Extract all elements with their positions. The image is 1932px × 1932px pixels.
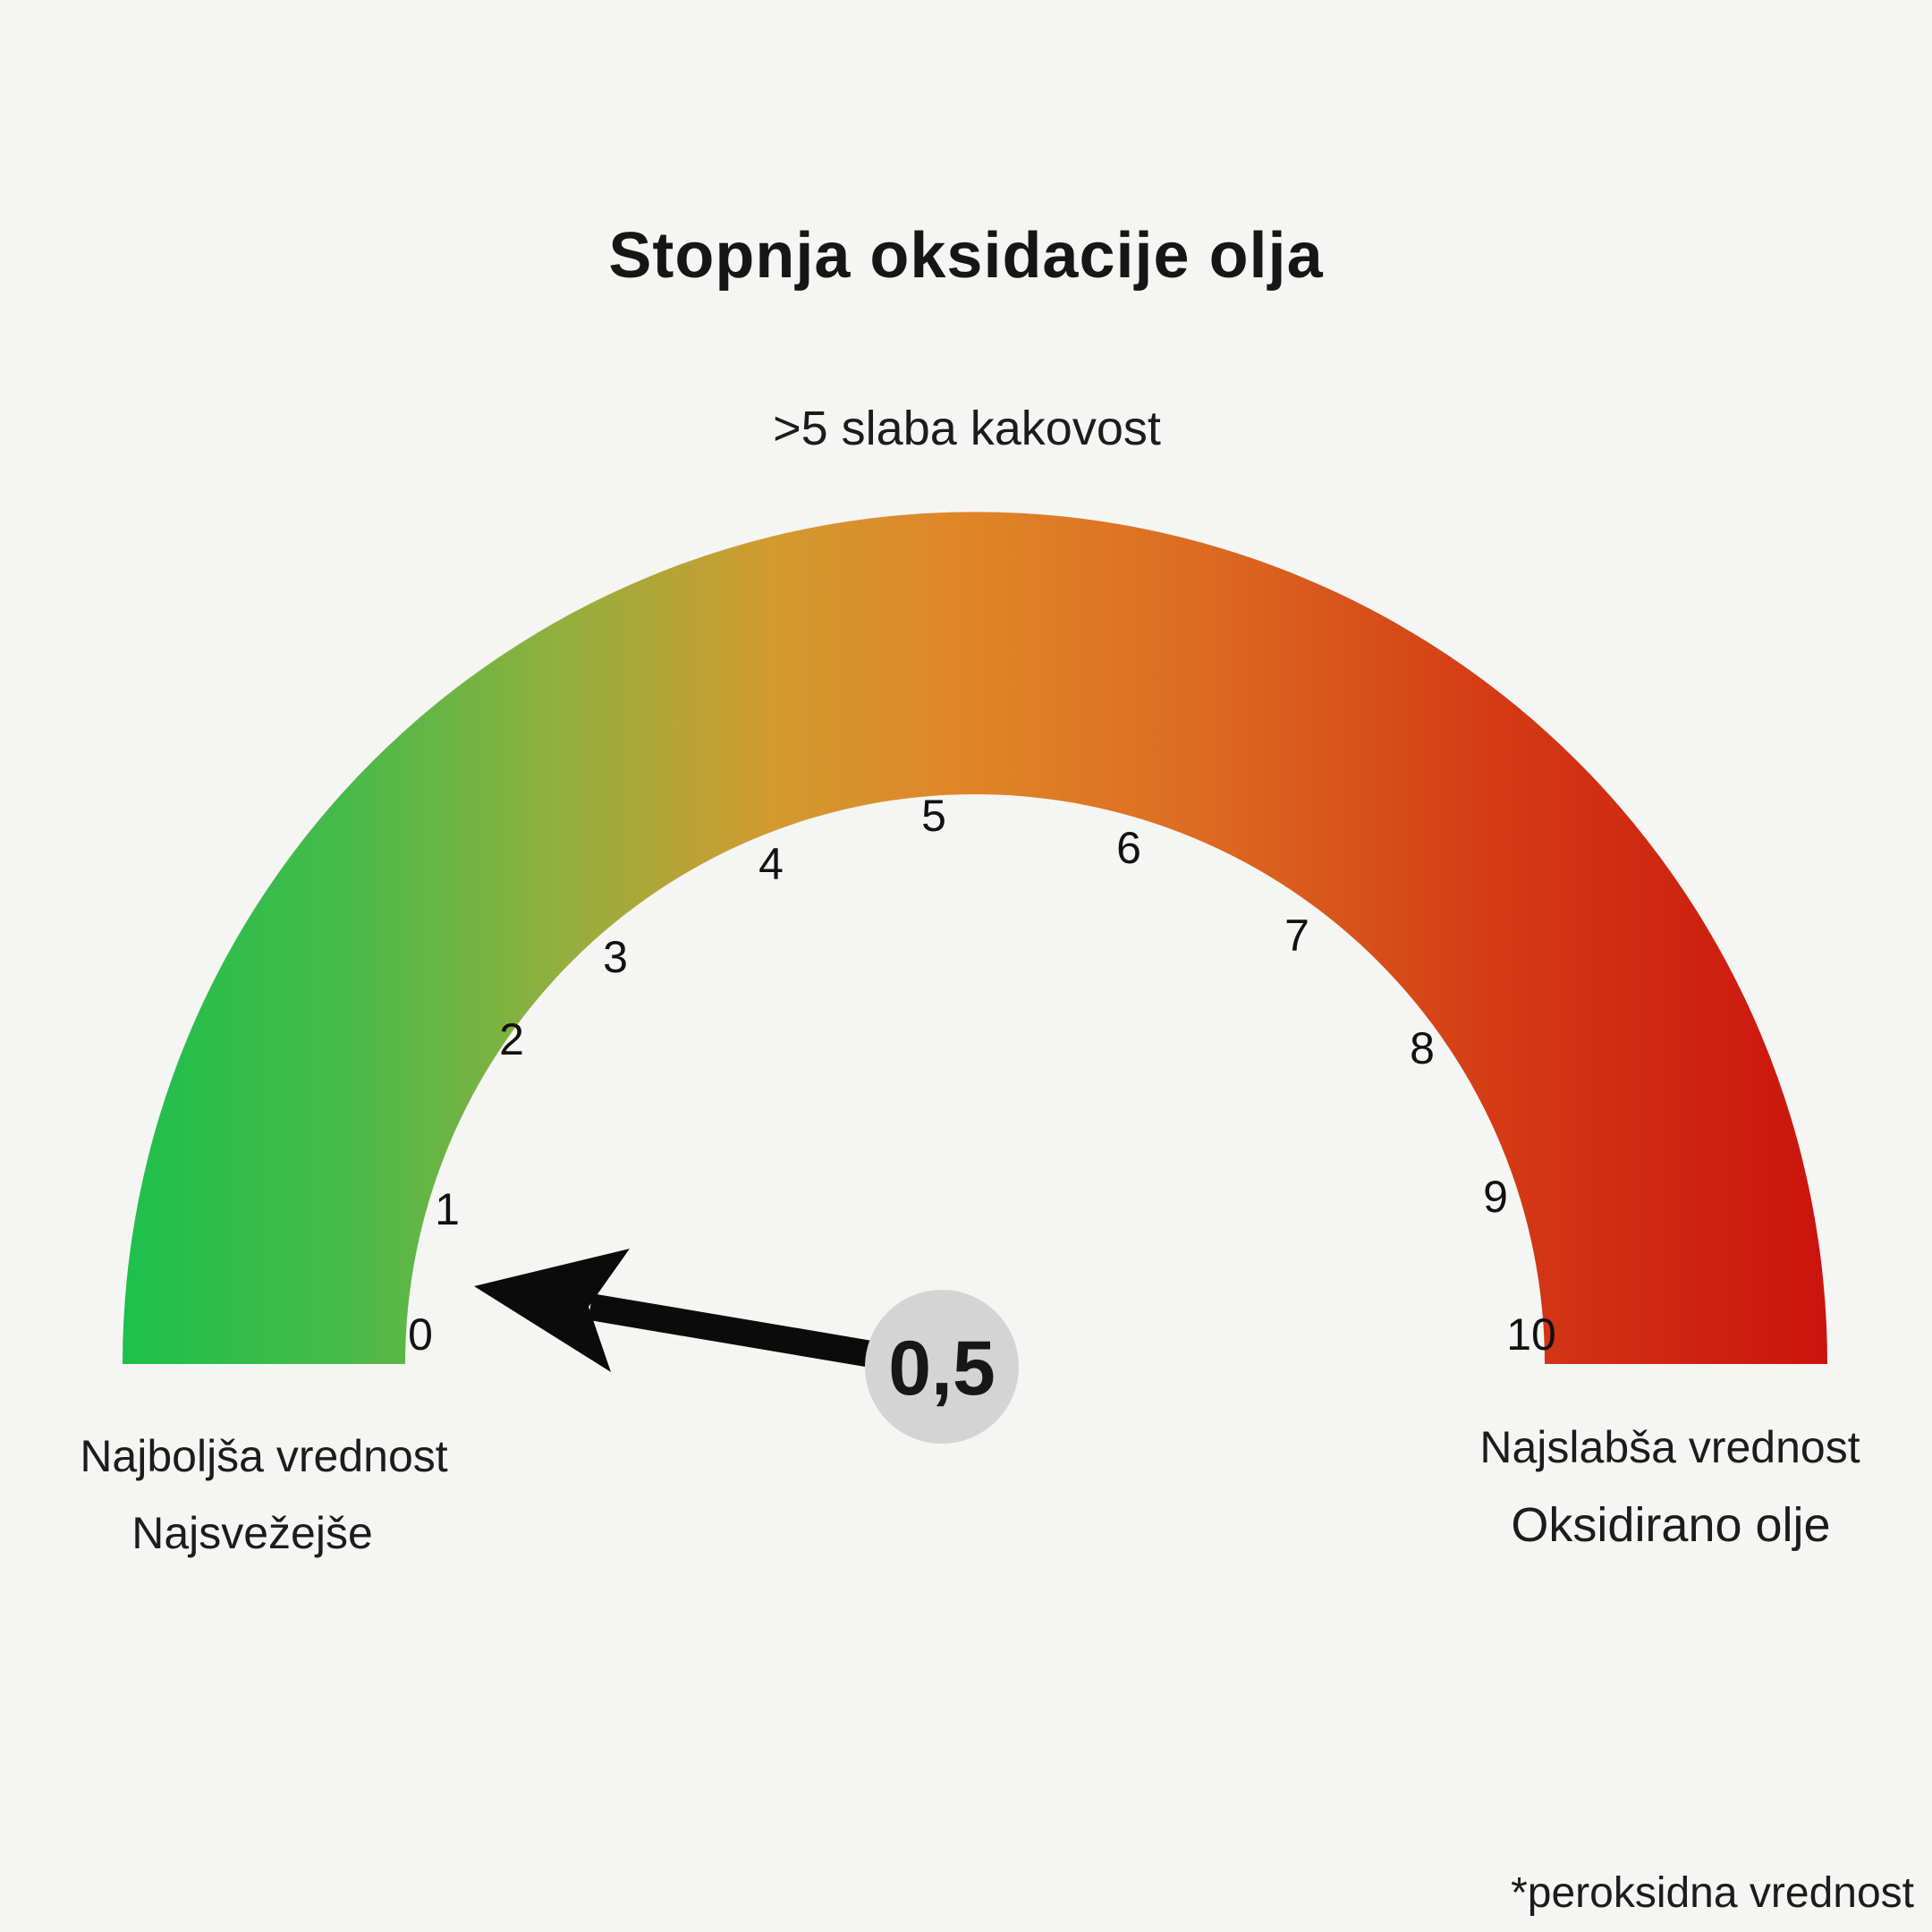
tick-label-1: 1 — [435, 1184, 460, 1234]
tick-label-2: 2 — [499, 1014, 524, 1064]
tick-label-9: 9 — [1483, 1172, 1508, 1222]
value-badge — [865, 1290, 1019, 1444]
footnote: *peroksidna vrednost — [1511, 1869, 1914, 1917]
value-label: 0,5 — [888, 1326, 996, 1411]
tick-label-8: 8 — [1410, 1023, 1435, 1073]
gauge-threshold-annotation: >5 slaba kakovost — [773, 402, 1161, 455]
tick-label-0: 0 — [408, 1309, 433, 1360]
best-value-label: Najboljša vrednost — [80, 1431, 447, 1481]
gauge-arc — [123, 512, 1827, 1364]
tick-label-4: 4 — [758, 839, 784, 889]
tick-label-5: 5 — [921, 791, 946, 841]
tick-label-10: 10 — [1506, 1309, 1556, 1360]
page-title: Stopnja oksidacije olja — [608, 220, 1323, 292]
freshest-label: Najsvežejše — [131, 1508, 373, 1558]
worst-value-label: Najslabša vrednost — [1479, 1422, 1860, 1472]
needle-arrowhead-icon — [474, 1249, 630, 1372]
needle-shaft — [588, 1293, 879, 1368]
tick-label-6: 6 — [1116, 823, 1141, 873]
oxidized-oil-label: Oksidirano olje — [1511, 1498, 1830, 1552]
tick-label-3: 3 — [603, 932, 628, 982]
tick-label-7: 7 — [1284, 911, 1309, 961]
gauge-tick-labels: 0 1 2 3 4 5 6 7 8 9 10 — [408, 791, 1556, 1360]
needle-arrow — [474, 1249, 879, 1372]
